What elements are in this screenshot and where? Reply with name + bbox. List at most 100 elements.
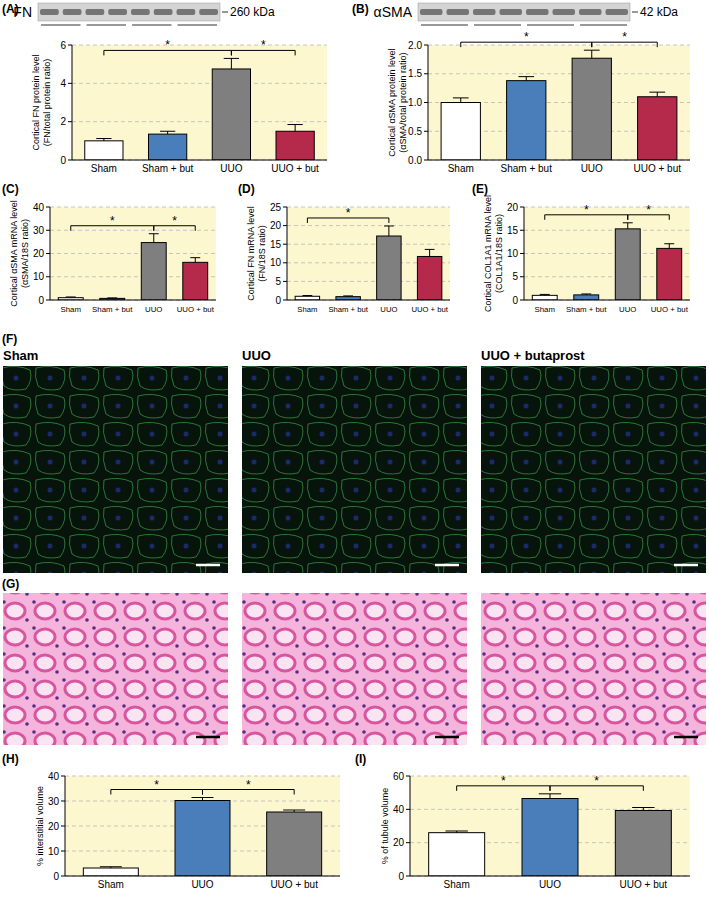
y-tick: [406, 842, 410, 843]
fluorescence-image: [481, 366, 706, 573]
fluorescence-image: [3, 366, 228, 573]
x-axis: [287, 300, 450, 301]
panel-label: (B): [352, 2, 369, 16]
error-stem: [153, 234, 154, 243]
x-tick-label: UUO + but: [271, 163, 319, 174]
y-tick: [283, 281, 287, 282]
y-axis-label: Cortical FN protein level: [31, 54, 41, 150]
grid-line: [50, 230, 216, 231]
error-cap: [584, 50, 600, 51]
blot-band: [447, 9, 470, 15]
significance-label: *: [524, 30, 529, 44]
image-title: UUO + butaprost: [481, 348, 585, 363]
x-tick-label: UUO: [220, 163, 242, 174]
bar: [175, 801, 230, 877]
error-stem: [195, 258, 196, 263]
histology-image: [242, 593, 467, 745]
lane-group-line: [87, 25, 127, 26]
error-cap: [539, 793, 561, 794]
bar: [377, 236, 401, 300]
significance-label: *: [246, 778, 251, 792]
grid-line: [287, 300, 450, 301]
bar: [295, 296, 319, 300]
bar: [267, 812, 322, 876]
y-tick: [406, 876, 410, 877]
grid-line: [410, 776, 690, 777]
x-tick-label: Sham: [535, 305, 555, 314]
error-bar: [66, 296, 76, 298]
y-axis-label: % of tubule volume: [380, 788, 390, 865]
error-cap: [96, 138, 111, 139]
y-axis-label: (αSMA/total protein ratio): [398, 52, 408, 152]
y-tick-label: 20: [393, 837, 405, 848]
error-bar: [445, 831, 467, 833]
error-bar: [343, 295, 353, 297]
y-tick: [520, 300, 524, 301]
grid-line: [287, 207, 450, 208]
grid-line: [50, 300, 216, 301]
error-bar: [425, 249, 435, 256]
x-tick-label: Sham: [61, 305, 81, 314]
y-tick: [68, 160, 72, 161]
y-tick-label: 40: [48, 771, 60, 782]
y-tick: [424, 45, 428, 46]
y-tick-label: 40: [33, 202, 45, 213]
y-tick: [424, 160, 428, 161]
chart-panel: (D)0510152025Cortical FN mRNA level(FN/1…: [238, 182, 450, 314]
bar: [522, 799, 578, 877]
y-tick-label: 4: [60, 78, 66, 89]
error-cap: [445, 831, 467, 832]
y-axis: [72, 45, 73, 160]
y-tick: [68, 45, 72, 46]
marks: [295, 226, 442, 300]
y-tick: [61, 876, 65, 877]
error-stem: [550, 794, 551, 799]
x-tick-label: UUO: [581, 163, 603, 174]
y-tick-label: 15: [270, 239, 282, 250]
y-axis-label: (αSMA/18S ratio): [20, 219, 30, 288]
y-tick-label: 6: [60, 40, 66, 51]
error-cap: [190, 257, 200, 258]
significance-label: *: [501, 774, 506, 788]
y-axis-label: Cortical αSMA protein level: [387, 48, 397, 156]
bar: [429, 833, 485, 876]
x-axis: [410, 876, 690, 877]
error-bar: [190, 258, 200, 263]
y-tick: [283, 207, 287, 208]
y-tick: [283, 300, 287, 301]
y-tick: [406, 776, 410, 777]
x-tick-label: UUO + but: [633, 163, 681, 174]
blot-band: [63, 9, 82, 15]
grid-line: [524, 230, 690, 231]
x-tick-label: Sham + but: [328, 305, 368, 314]
bar: [85, 141, 123, 160]
x-axis: [524, 300, 690, 301]
y-axis-label: Cortical COL1A1 mRNA level: [483, 195, 493, 312]
chart-panel: (I)0204060% of tubule volumeShamUUOUUO +…: [355, 752, 690, 890]
x-axis: [72, 160, 327, 161]
scale-bar: [196, 564, 220, 567]
x-tick-label: UUO: [191, 879, 213, 890]
error-bar: [107, 297, 117, 298]
blot-band: [606, 9, 629, 15]
error-bar: [100, 867, 122, 868]
x-tick-label: UUO + but: [411, 305, 448, 314]
y-tick: [61, 826, 65, 827]
error-stem: [591, 50, 592, 58]
panel-label: (E): [472, 182, 488, 196]
error-bar: [302, 295, 312, 297]
blot-band: [553, 9, 576, 15]
x-tick-label: Sham: [98, 879, 124, 890]
error-cap: [649, 92, 665, 93]
error-cap: [540, 294, 550, 295]
error-stem: [460, 98, 461, 103]
error-cap: [623, 222, 633, 223]
x-axis: [428, 160, 690, 161]
y-tick-label: 40: [393, 804, 405, 815]
error-cap: [107, 297, 117, 298]
y-tick: [520, 207, 524, 208]
y-tick-label: 10: [507, 248, 519, 259]
grid-line: [72, 160, 327, 161]
y-tick-label: 5: [512, 271, 518, 282]
plot-background: [72, 45, 327, 160]
